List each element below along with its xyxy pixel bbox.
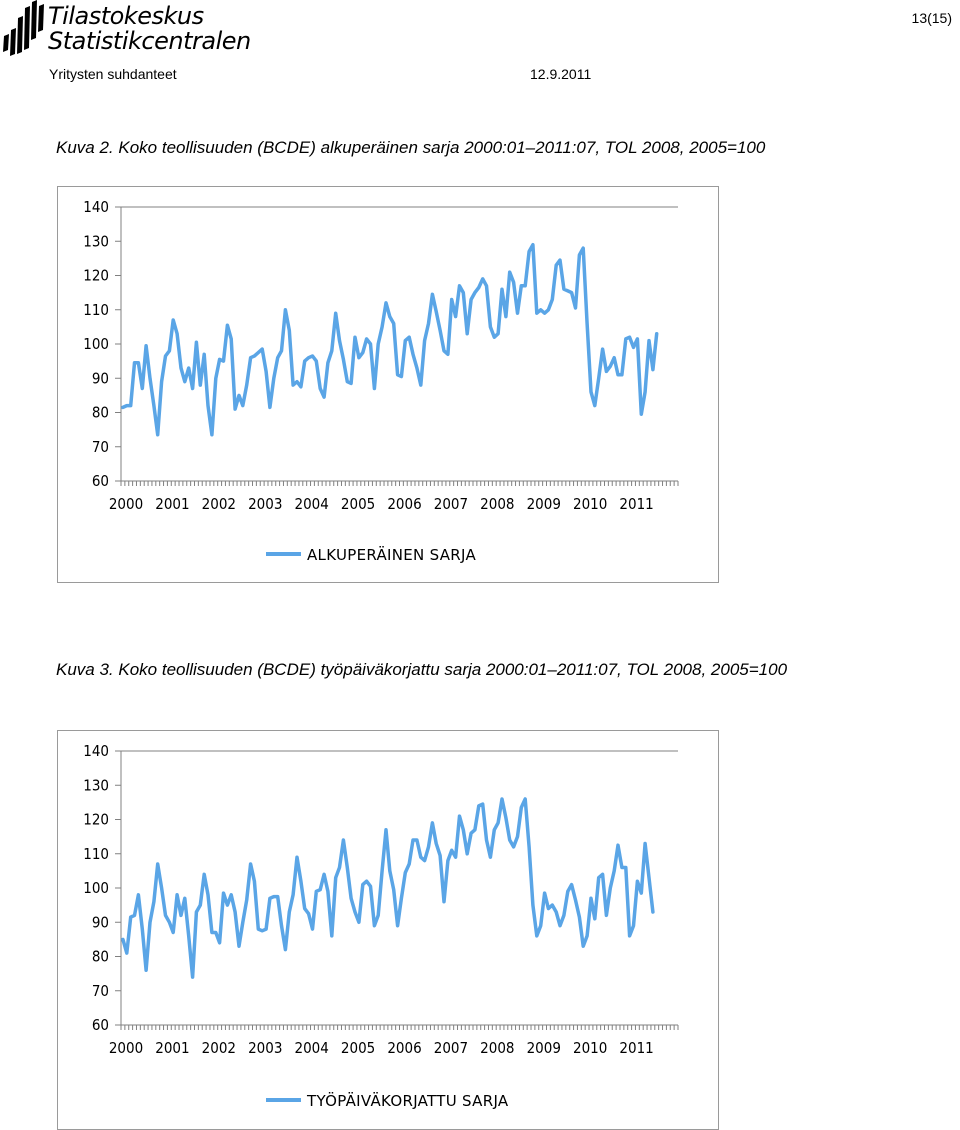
y-tick-label: 60 <box>92 472 109 490</box>
x-tick-label: 2008 <box>480 1039 514 1057</box>
y-tick-label: 110 <box>83 845 109 863</box>
series-line <box>121 797 655 979</box>
figure-3-caption: Kuva 3. Koko teollisuuden (BCDE) työpäiv… <box>56 660 788 679</box>
x-tick-label: 2009 <box>527 1039 561 1057</box>
x-tick-label: 2001 <box>155 495 189 513</box>
legend-label: ALKUPERÄINEN SARJA <box>307 545 476 564</box>
y-tick-label: 90 <box>92 913 109 931</box>
figure-3-chart: 60 70 80 90 100 110 120 130 140 2000 2001 2002 2003 2… <box>83 742 679 1110</box>
y-tick-label: 140 <box>83 198 109 216</box>
x-tick-label: 2011 <box>619 495 653 513</box>
logo-line-1: Tilastokeskus <box>48 2 204 30</box>
figure-2-chart-frame: 60 70 80 90 100 110 120 130 140 2000 2001 2002 2003 2… <box>57 186 719 583</box>
legend-label: TYÖPÄIVÄKORJATTU SARJA <box>306 1091 509 1110</box>
x-tick-label: 2001 <box>155 1039 189 1057</box>
x-tick-label: 2000 <box>109 495 143 513</box>
x-tick-label: 2004 <box>294 1039 328 1057</box>
y-tick-label: 70 <box>92 982 109 1000</box>
y-tick-label: 130 <box>83 776 109 794</box>
y-tick-label: 100 <box>83 879 109 897</box>
y-tick-label: 100 <box>83 335 109 353</box>
x-tick-label: 2006 <box>387 1039 421 1057</box>
publication-name: Yritysten suhdanteet <box>49 66 177 82</box>
x-tick-label: 2000 <box>109 1039 143 1057</box>
logo-mark-icon <box>3 0 44 56</box>
logo-line-2: Statistikcentralen <box>48 27 251 55</box>
y-tick-label: 90 <box>92 369 109 387</box>
x-tick-label: 2007 <box>434 495 468 513</box>
page-number: 13(15) <box>911 10 952 26</box>
figure-3-chart-frame: 60 70 80 90 100 110 120 130 140 2000 2001 2002 2003 2… <box>57 730 719 1130</box>
y-tick-label: 120 <box>83 267 109 285</box>
figure-2-caption: Kuva 2. Koko teollisuuden (BCDE) alkuper… <box>56 138 766 157</box>
x-tick-label: 2009 <box>527 495 561 513</box>
y-tick-label: 140 <box>83 742 109 760</box>
x-tick-label: 2010 <box>573 495 607 513</box>
y-tick-label: 80 <box>92 404 109 422</box>
x-tick-label: 2005 <box>341 495 375 513</box>
y-tick-label: 70 <box>92 438 109 456</box>
publication-date: 12.9.2011 <box>530 66 592 82</box>
figure-2-chart: 60 70 80 90 100 110 120 130 140 2000 2001 2002 2003 2… <box>83 198 679 564</box>
y-tick-label: 130 <box>83 232 109 250</box>
x-tick-label: 2004 <box>294 495 328 513</box>
y-tick-label: 120 <box>83 811 109 829</box>
x-tick-label: 2006 <box>387 495 421 513</box>
x-tick-label: 2008 <box>480 495 514 513</box>
x-tick-label: 2003 <box>248 495 282 513</box>
y-tick-label: 110 <box>83 301 109 319</box>
x-tick-label: 2002 <box>202 495 236 513</box>
logo: Tilastokeskus Statistikcentralen <box>0 0 260 58</box>
x-tick-label: 2007 <box>434 1039 468 1057</box>
x-tick-label: 2010 <box>573 1039 607 1057</box>
y-tick-label: 60 <box>92 1016 109 1034</box>
x-tick-label: 2003 <box>248 1039 282 1057</box>
x-tick-label: 2002 <box>202 1039 236 1057</box>
series-line <box>121 242 659 437</box>
x-tick-label: 2005 <box>341 1039 375 1057</box>
x-tick-label: 2011 <box>619 1039 653 1057</box>
y-tick-label: 80 <box>92 948 109 966</box>
